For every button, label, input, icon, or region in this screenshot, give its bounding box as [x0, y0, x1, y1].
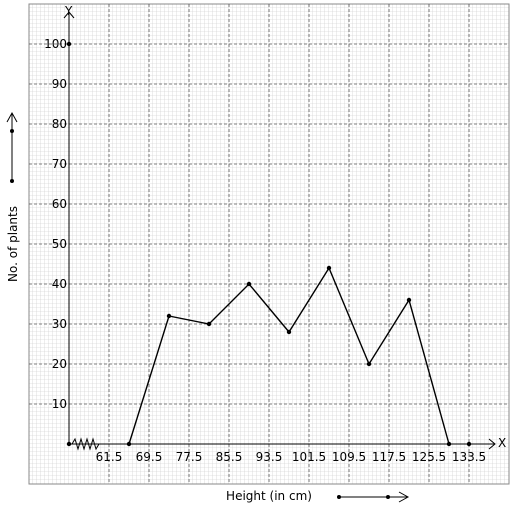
x-tick-label: 109.5: [332, 450, 366, 464]
y-arrow: [6, 111, 18, 182]
x-axis-name: X: [498, 436, 506, 450]
y-tick-label: 50: [52, 237, 67, 251]
y-tick-label: 90: [52, 77, 67, 91]
point: [166, 313, 172, 319]
axis-dot: [466, 441, 472, 447]
point: [326, 265, 332, 271]
y-tick-label: 70: [52, 157, 67, 171]
x-tick-label: 125.5: [412, 450, 446, 464]
y-tick-label: 100: [44, 37, 67, 51]
y-axis-name: Y: [64, 4, 73, 18]
point: [366, 361, 372, 367]
x-arrow: [338, 491, 410, 503]
point: [286, 329, 292, 335]
x-tick-label: 69.5: [136, 450, 163, 464]
y-tick-label: 40: [52, 277, 67, 291]
y-tick-label: 60: [52, 197, 67, 211]
point: [246, 281, 252, 287]
y-arrow-dot: [10, 129, 14, 133]
axis-break: [71, 437, 100, 451]
origin-dot: [66, 441, 72, 447]
x-tick-label: 85.5: [216, 450, 243, 464]
axis-dot: [66, 41, 72, 47]
point: [206, 321, 212, 327]
axis-arrows: [63, 11, 496, 450]
x-tick-label: 101.5: [292, 450, 326, 464]
x-tick-label: 117.5: [372, 450, 406, 464]
y-tick-label: 30: [52, 317, 67, 331]
x-tick-label: 133.5: [452, 450, 486, 464]
y-tick-label: 10: [52, 397, 67, 411]
x-arrow-dot: [337, 495, 341, 499]
x-tick-label: 77.5: [176, 450, 203, 464]
x-axis-label: Height (in cm): [226, 489, 312, 503]
y-arrow-dot: [10, 179, 14, 183]
point: [406, 297, 412, 303]
x-arrow-dot: [386, 495, 390, 499]
x-tick-label: 93.5: [256, 450, 283, 464]
y-axis-label: No. of plants: [6, 206, 20, 282]
x-tick-label: 61.5: [96, 450, 123, 464]
y-tick-label: 80: [52, 117, 67, 131]
y-tick-label: 20: [52, 357, 67, 371]
